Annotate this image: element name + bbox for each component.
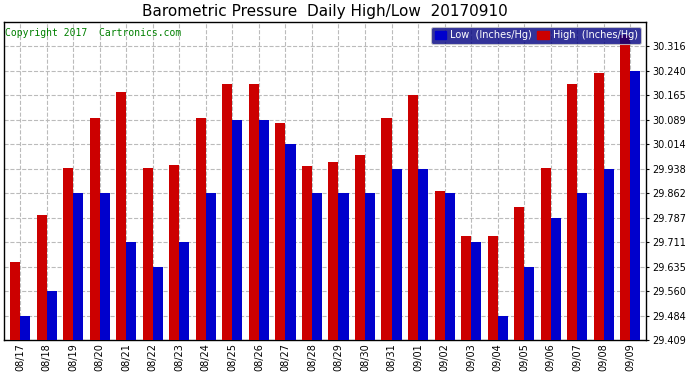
Bar xyxy=(312,194,322,340)
Bar xyxy=(179,242,189,340)
Bar xyxy=(10,262,20,340)
Bar xyxy=(382,118,391,340)
Bar xyxy=(152,267,163,340)
Bar xyxy=(63,168,73,340)
Bar xyxy=(497,316,508,340)
Bar xyxy=(593,73,604,340)
Bar xyxy=(620,35,631,340)
Bar xyxy=(435,191,444,340)
Bar xyxy=(99,194,110,340)
Bar xyxy=(567,84,578,340)
Bar xyxy=(328,162,339,340)
Legend: Low  (Inches/Hg), High  (Inches/Hg): Low (Inches/Hg), High (Inches/Hg) xyxy=(431,27,642,44)
Bar xyxy=(233,120,242,340)
Bar xyxy=(541,168,551,340)
Bar xyxy=(259,120,269,340)
Bar xyxy=(551,217,561,340)
Bar xyxy=(169,165,179,340)
Bar xyxy=(20,316,30,340)
Bar xyxy=(578,194,587,340)
Bar xyxy=(47,291,57,340)
Bar xyxy=(408,95,418,340)
Bar xyxy=(365,194,375,340)
Bar xyxy=(286,144,295,340)
Bar xyxy=(90,118,99,340)
Bar xyxy=(631,71,640,340)
Bar xyxy=(461,236,471,340)
Bar xyxy=(524,267,534,340)
Bar xyxy=(37,215,47,340)
Bar xyxy=(471,242,481,340)
Bar xyxy=(275,123,286,340)
Bar xyxy=(73,194,83,340)
Title: Barometric Pressure  Daily High/Low  20170910: Barometric Pressure Daily High/Low 20170… xyxy=(142,4,508,19)
Bar xyxy=(302,166,312,340)
Bar xyxy=(391,169,402,340)
Bar xyxy=(249,84,259,340)
Bar xyxy=(444,194,455,340)
Bar xyxy=(116,92,126,340)
Bar xyxy=(604,169,614,340)
Bar xyxy=(196,118,206,340)
Bar xyxy=(126,242,137,340)
Bar xyxy=(514,207,524,340)
Bar xyxy=(355,155,365,340)
Bar xyxy=(222,84,233,340)
Bar xyxy=(143,168,152,340)
Bar xyxy=(418,169,428,340)
Text: Copyright 2017  Cartronics.com: Copyright 2017 Cartronics.com xyxy=(6,28,181,38)
Bar xyxy=(488,236,497,340)
Bar xyxy=(339,194,348,340)
Bar xyxy=(206,194,216,340)
